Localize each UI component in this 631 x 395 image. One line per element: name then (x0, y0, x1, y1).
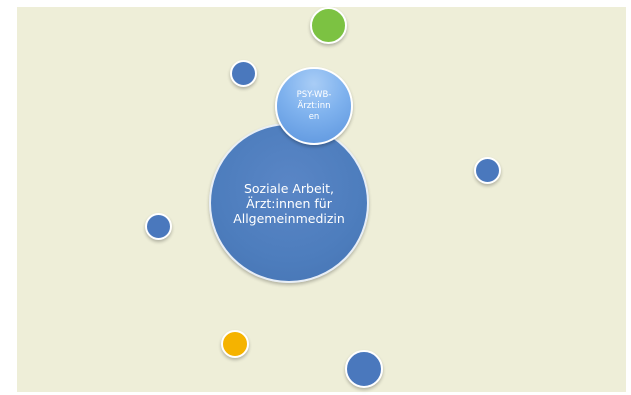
green-circle (310, 7, 347, 44)
small-blue-circle-left (145, 213, 172, 240)
psy-wb-circle-label: PSY-WB- Ärzt:inn en (296, 89, 332, 122)
psy-wb-circle: PSY-WB- Ärzt:inn en (275, 67, 353, 145)
main-circle-label: Soziale Arbeit, Ärzt:innen für Allgemein… (233, 180, 345, 226)
small-blue-circle-top-left (230, 60, 257, 87)
main-circle: Soziale Arbeit, Ärzt:innen für Allgemein… (209, 123, 369, 283)
small-blue-circle-bottom (345, 350, 383, 388)
yellow-circle (221, 330, 249, 358)
small-blue-circle-right (474, 157, 501, 184)
